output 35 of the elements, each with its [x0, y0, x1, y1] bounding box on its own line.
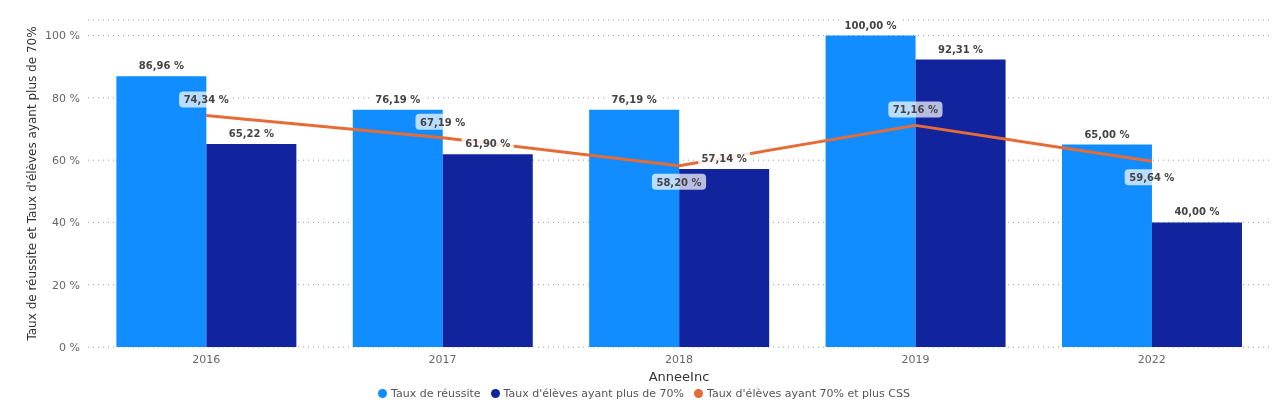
y-tick-label: 80 % [52, 91, 80, 105]
legend-label: Taux d'élèves ayant 70% et plus CSS [706, 387, 910, 400]
data-label: 76,19 % [375, 93, 421, 105]
y-tick-label: 40 % [52, 216, 80, 230]
data-label: 86,96 % [138, 60, 184, 72]
y-tick-label: 0 % [59, 340, 80, 354]
legend-label: Taux de réussite [390, 387, 481, 400]
data-label: 76,19 % [611, 93, 657, 105]
legend-label: Taux d'élèves ayant plus de 70% [502, 387, 684, 400]
x-tick-label: 2022 [1137, 352, 1166, 366]
bar [1151, 222, 1242, 347]
data-label: 40,00 % [1174, 206, 1220, 218]
x-tick-label: 2018 [665, 352, 693, 366]
y-tick-label: 60 % [52, 154, 80, 168]
data-label: 65,00 % [1084, 128, 1130, 140]
x-axis-title: AnneeInc [648, 369, 710, 384]
data-label: 65,22 % [228, 127, 274, 139]
bar [442, 154, 533, 347]
y-tick-label: 20 % [52, 278, 80, 292]
data-label: 100,00 % [844, 19, 897, 31]
data-label: 67,19 % [420, 116, 466, 128]
data-label: 71,16 % [892, 104, 938, 116]
bar [206, 143, 297, 347]
y-tick-label: 100 % [45, 29, 80, 43]
data-label: 59,64 % [1129, 172, 1175, 184]
y-axis-title: Taux de réussite et Taux d'élèves ayant plus de 70% [24, 26, 39, 342]
data-label: 57,14 % [701, 153, 747, 165]
x-tick-label: 2019 [901, 352, 930, 366]
data-label: 92,31 % [938, 43, 984, 55]
line-series [204, 113, 1154, 168]
data-label: 74,34 % [183, 94, 229, 106]
data-label: 58,20 % [656, 176, 702, 188]
x-tick-label: 2016 [192, 352, 221, 366]
x-tick-label: 2017 [428, 352, 457, 366]
data-label: 61,90 % [465, 138, 511, 150]
